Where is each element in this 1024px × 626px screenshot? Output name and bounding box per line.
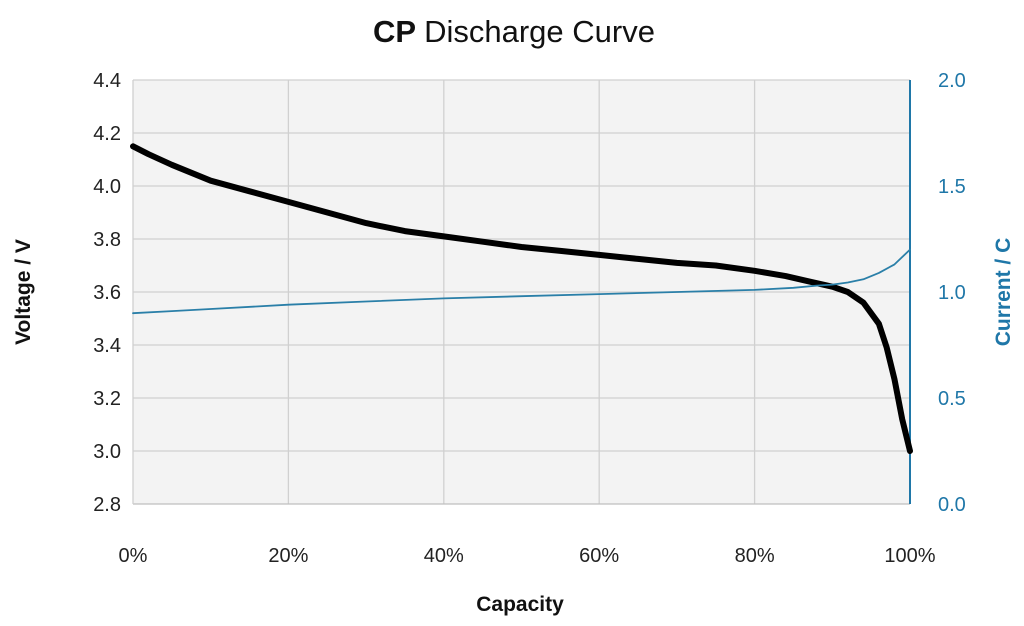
y-right-tick-label: 0.5 [938,388,966,410]
y-axis-left-title: Voltage / V [12,239,35,345]
y-left-tick-label: 3.6 [93,282,121,304]
tick-labels: 4.4 4.2 4.0 3.8 3.6 3.4 3.2 3.0 2.8 2.0 1.5 1.0 0.5 0… [93,70,966,567]
x-tick-label: 100% [884,545,935,567]
chart-title-rest: Discharge Curve [424,14,655,49]
x-tick-label: 60% [579,545,619,567]
current-series-line [132,248,911,315]
y-left-tick-label: 3.4 [93,335,121,357]
y-left-tick-label: 2.8 [93,494,121,516]
y-axis-right-title: Current / C [992,238,1015,347]
grid-lines [133,79,910,504]
x-tick-label: 20% [268,545,308,567]
y-left-tick-label: 4.4 [93,70,121,92]
y-left-tick-label: 3.2 [93,388,121,410]
axes [132,80,911,505]
chart-title-bold: CP [373,14,416,49]
y-right-tick-label: 2.0 [938,70,966,92]
y-right-tick-label: 0.0 [938,494,966,516]
x-tick-label: 40% [424,545,464,567]
y-right-tick-label: 1.5 [938,176,966,198]
chart-title: CP Discharge Curve [373,14,655,49]
voltage-series-line [130,143,913,454]
x-tick-label: 0% [119,545,148,567]
y-right-tick-label: 1.0 [938,282,966,304]
y-left-tick-label: 4.0 [93,176,121,198]
series-layer [130,143,913,454]
y-left-tick-label: 4.2 [93,123,121,145]
x-tick-label: 80% [735,545,775,567]
x-axis-title: Capacity [476,593,564,616]
y-left-tick-label: 3.8 [93,229,121,251]
y-left-tick-label: 3.0 [93,441,121,463]
